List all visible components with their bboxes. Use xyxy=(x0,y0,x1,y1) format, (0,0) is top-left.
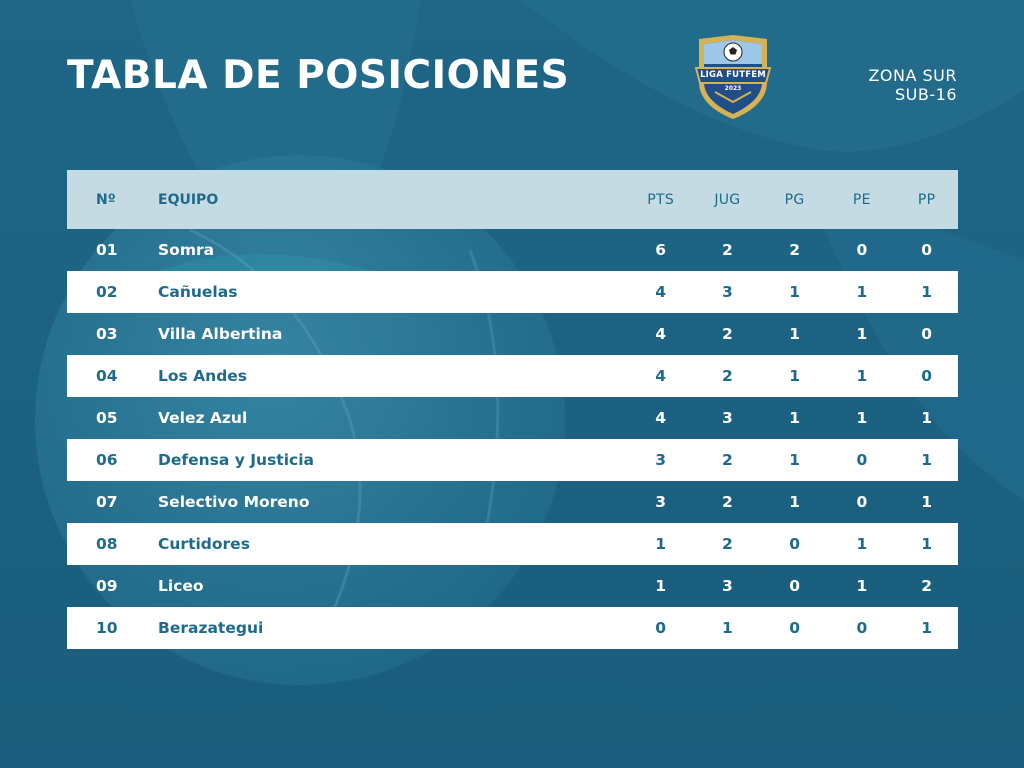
zone-label: ZONA SUR SUB-16 xyxy=(868,66,957,104)
row-team: Los Andes xyxy=(158,367,248,385)
row-pp: 0 xyxy=(921,325,933,343)
row-position: 09 xyxy=(96,577,118,595)
row-pts: 3 xyxy=(655,451,667,469)
row-position: 06 xyxy=(96,451,118,469)
row-pp: 1 xyxy=(921,283,933,301)
row-pg: 1 xyxy=(789,283,801,301)
row-team: Curtidores xyxy=(158,535,250,553)
table-row: 09 Liceo 1 3 0 1 2 xyxy=(67,565,958,607)
row-pts: 4 xyxy=(655,409,667,427)
row-position: 04 xyxy=(96,367,118,385)
row-pe: 1 xyxy=(856,535,868,553)
row-jug: 2 xyxy=(721,451,733,469)
logo-year: 2023 xyxy=(724,85,742,92)
page-title: TABLA DE POSICIONES xyxy=(67,53,570,98)
row-team: Selectivo Moreno xyxy=(158,493,310,511)
row-jug: 1 xyxy=(721,619,733,637)
row-position: 10 xyxy=(96,619,118,637)
zone-name: ZONA SUR xyxy=(868,66,957,85)
column-header-pg: PG xyxy=(784,191,805,208)
row-pp: 1 xyxy=(921,409,933,427)
table-row: 07 Selectivo Moreno 3 2 1 0 1 xyxy=(67,481,958,523)
row-pg: 0 xyxy=(789,619,801,637)
row-jug: 3 xyxy=(721,409,733,427)
column-header-pe: PE xyxy=(852,191,871,208)
row-jug: 2 xyxy=(721,535,733,553)
column-header-pp: PP xyxy=(917,191,936,208)
row-pp: 1 xyxy=(921,535,933,553)
row-pg: 1 xyxy=(789,493,801,511)
column-header-jug: JUG xyxy=(714,191,741,208)
row-pts: 4 xyxy=(655,367,667,385)
row-pts: 1 xyxy=(655,577,667,595)
row-pg: 2 xyxy=(789,241,801,259)
column-header-pts: PTS xyxy=(647,191,675,208)
column-header-team: EQUIPO xyxy=(158,191,219,208)
table-row: 10 Berazategui 0 1 0 0 1 xyxy=(67,607,958,649)
column-header-pos: Nº xyxy=(96,191,116,208)
row-position: 05 xyxy=(96,409,118,427)
row-pts: 3 xyxy=(655,493,667,511)
row-pe: 1 xyxy=(856,325,868,343)
row-position: 02 xyxy=(96,283,118,301)
row-jug: 3 xyxy=(721,577,733,595)
table-row: 02 Cañuelas 4 3 1 1 1 xyxy=(67,271,958,313)
row-pp: 0 xyxy=(921,367,933,385)
category-name: SUB-16 xyxy=(895,85,957,104)
row-position: 01 xyxy=(96,241,118,259)
row-pg: 1 xyxy=(789,367,801,385)
league-logo: LIGA FUTFEM 2023 xyxy=(693,34,773,120)
row-pe: 1 xyxy=(856,577,868,595)
row-jug: 2 xyxy=(721,325,733,343)
row-pe: 1 xyxy=(856,283,868,301)
row-jug: 3 xyxy=(721,283,733,301)
row-team: Villa Albertina xyxy=(158,325,283,343)
row-pts: 6 xyxy=(655,241,667,259)
table-row: 08 Curtidores 1 2 0 1 1 xyxy=(67,523,958,565)
row-team: Somra xyxy=(158,241,215,259)
row-jug: 2 xyxy=(721,493,733,511)
row-pts: 4 xyxy=(655,283,667,301)
table-row: 01 Somra 6 2 2 0 0 xyxy=(67,229,958,271)
row-pg: 0 xyxy=(789,577,801,595)
row-pe: 0 xyxy=(856,493,868,511)
row-pts: 1 xyxy=(655,535,667,553)
row-team: Defensa y Justicia xyxy=(158,451,314,469)
row-position: 07 xyxy=(96,493,118,511)
table-row: 03 Villa Albertina 4 2 1 1 0 xyxy=(67,313,958,355)
table-row: 06 Defensa y Justicia 3 2 1 0 1 xyxy=(67,439,958,481)
row-jug: 2 xyxy=(721,367,733,385)
logo-name: LIGA FUTFEM xyxy=(700,70,766,80)
row-team: Liceo xyxy=(158,577,204,595)
row-pe: 1 xyxy=(856,409,868,427)
soccer-ball-shield-icon xyxy=(694,35,772,119)
row-pe: 1 xyxy=(856,367,868,385)
table-row: 05 Velez Azul 4 3 1 1 1 xyxy=(67,397,958,439)
row-pts: 4 xyxy=(655,325,667,343)
row-pp: 1 xyxy=(921,451,933,469)
row-pe: 0 xyxy=(856,451,868,469)
row-position: 03 xyxy=(96,325,118,343)
standings-table: Nº EQUIPO PTS JUG PG PE PP 01 Somra 6 2 … xyxy=(67,170,958,649)
row-pg: 1 xyxy=(789,451,801,469)
row-position: 08 xyxy=(96,535,118,553)
row-team: Cañuelas xyxy=(158,283,238,301)
row-team: Berazategui xyxy=(158,619,264,637)
row-pe: 0 xyxy=(856,241,868,259)
row-pg: 1 xyxy=(789,325,801,343)
row-pp: 2 xyxy=(921,577,933,595)
table-header-row: Nº EQUIPO PTS JUG PG PE PP xyxy=(67,170,958,229)
row-pg: 0 xyxy=(789,535,801,553)
row-pp: 0 xyxy=(921,241,933,259)
row-pp: 1 xyxy=(921,493,933,511)
row-jug: 2 xyxy=(721,241,733,259)
row-team: Velez Azul xyxy=(158,409,248,427)
row-pts: 0 xyxy=(655,619,667,637)
row-pg: 1 xyxy=(789,409,801,427)
table-row: 04 Los Andes 4 2 1 1 0 xyxy=(67,355,958,397)
row-pp: 1 xyxy=(921,619,933,637)
row-pe: 0 xyxy=(856,619,868,637)
